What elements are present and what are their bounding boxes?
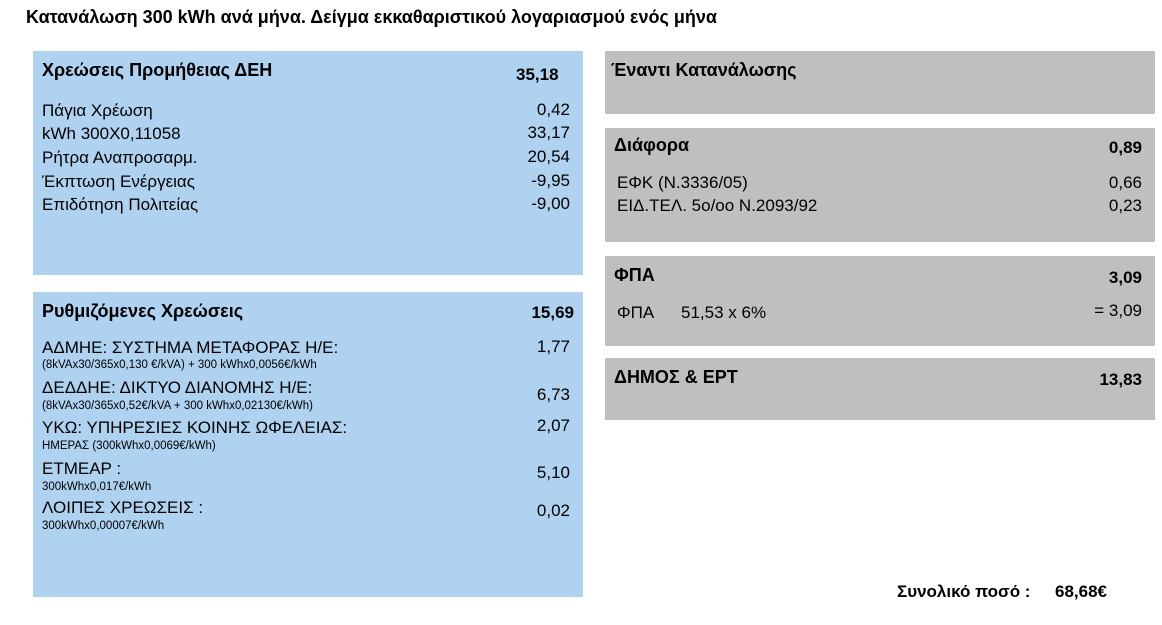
- supply-item-value: 20,54: [527, 147, 570, 166]
- grand-total-value: 68,68€: [1055, 582, 1107, 601]
- regulated-charges-header: Ρυθμιζόμενες Χρεώσεις: [42, 301, 244, 321]
- supply-item-value: 33,17: [527, 123, 570, 142]
- page-title: Κατανάλωση 300 kWh ανά μήνα. Δείγμα εκκα…: [26, 7, 717, 27]
- vat-value: = 3,09: [1094, 301, 1142, 320]
- regulated-charges-panel: Ρυθμιζόμενες Χρεώσεις 15,69 ΑΔΜΗΕ: ΣΥΣΤΗ…: [33, 292, 583, 597]
- municipal-ert-header: ΔΗΜΟΣ & ΕΡΤ: [614, 367, 738, 387]
- regulated-item-value: 0,02: [536, 501, 570, 520]
- municipal-ert-total: 13,83: [1099, 370, 1142, 389]
- regulated-item-label: ΔΕΔΔΗΕ: ΔΙΚΤΥΟ ΔΙΑΝΟΜΗΣ Η/Ε:: [42, 378, 313, 397]
- regulated-item-formula: (8kVAx30/365x0,130 €/kVA) + 300 kWhx0,00…: [42, 359, 317, 371]
- vat-panel: ΦΠΑ 3,09 ΦΠΑ 51,53 x 6% = 3,09: [605, 256, 1155, 346]
- regulated-item-label: ΛΟΙΠΕΣ ΧΡΕΩΣΕΙΣ :: [42, 498, 204, 517]
- regulated-item-label: ΕΤΜΕΑΡ :: [42, 459, 122, 478]
- supply-item-label: Πάγια Χρέωση: [42, 101, 153, 120]
- regulated-item-value: 1,77: [536, 337, 570, 356]
- miscellaneous-total: 0,89: [1108, 138, 1142, 157]
- regulated-item-formula: 300kWhx0,00007€/kWh: [42, 520, 165, 532]
- regulated-item-formula: ΗΜΕΡΑΣ (300kWhx0,0069€/kWh): [42, 440, 216, 452]
- vat-label: ΦΠΑ: [617, 303, 655, 322]
- advance-consumption-panel: Έναντι Κατανάλωσης: [605, 51, 1155, 114]
- regulated-item-formula: (8kVAx30/365x0,52€/kVA + 300 kWhx0,02130…: [42, 400, 313, 412]
- supply-item-label: Έκπτωση Ενέργειας: [42, 172, 195, 191]
- miscellaneous-item-label: ΕΦΚ (Ν.3336/05): [617, 173, 748, 192]
- regulated-item-value: 2,07: [536, 416, 570, 435]
- miscellaneous-header: Διάφορα: [614, 135, 690, 155]
- grand-total-label: Συνολικό ποσό :: [897, 582, 1031, 601]
- supply-item-value: 0,42: [536, 100, 570, 119]
- miscellaneous-item-value: 0,23: [1108, 196, 1142, 215]
- supply-charges-panel: Χρεώσεις Προμήθειας ΔΕΗ 35,18 Πάγια Χρέω…: [33, 51, 583, 275]
- supply-charges-header: Χρεώσεις Προμήθειας ΔΕΗ: [42, 60, 273, 80]
- supply-item-label: Ρήτρα Αναπροσαρμ.: [42, 148, 198, 167]
- regulated-item-label: ΑΔΜΗΕ: ΣΥΣΤΗΜΑ ΜΕΤΑΦΟΡΑΣ Η/Ε:: [42, 338, 339, 357]
- supply-item-label: kWh 300Χ0,11058: [42, 124, 181, 143]
- supply-item-label: Επιδότηση Πολιτείας: [42, 195, 199, 214]
- vat-header: ΦΠΑ: [614, 265, 655, 285]
- regulated-charges-total: 15,69: [531, 303, 574, 322]
- supply-item-value: -9,00: [531, 194, 570, 213]
- vat-calculation: 51,53 x 6%: [681, 303, 767, 322]
- miscellaneous-panel: Διάφορα 0,89 ΕΦΚ (Ν.3336/05) 0,66 ΕΙΔ.ΤΕ…: [605, 128, 1155, 242]
- vat-total: 3,09: [1108, 268, 1142, 287]
- regulated-item-value: 5,10: [536, 463, 570, 482]
- supply-charges-total: 35,18: [516, 65, 559, 84]
- miscellaneous-item-value: 0,66: [1108, 173, 1142, 192]
- regulated-item-formula: 300kWhx0,017€/kWh: [42, 481, 152, 493]
- advance-consumption-header: Έναντι Κατανάλωσης: [611, 60, 797, 80]
- regulated-item-value: 6,73: [536, 385, 570, 404]
- miscellaneous-item-label: ΕΙΔ.ΤΕΛ. 5ο/οο Ν.2093/92: [617, 196, 818, 215]
- supply-item-value: -9,95: [531, 171, 570, 190]
- regulated-item-label: ΥΚΩ: ΥΠΗΡΕΣΙΕΣ ΚΟΙΝΗΣ ΩΦΕΛΕΙΑΣ:: [42, 418, 348, 437]
- municipal-ert-panel: ΔΗΜΟΣ & ΕΡΤ 13,83: [605, 358, 1155, 420]
